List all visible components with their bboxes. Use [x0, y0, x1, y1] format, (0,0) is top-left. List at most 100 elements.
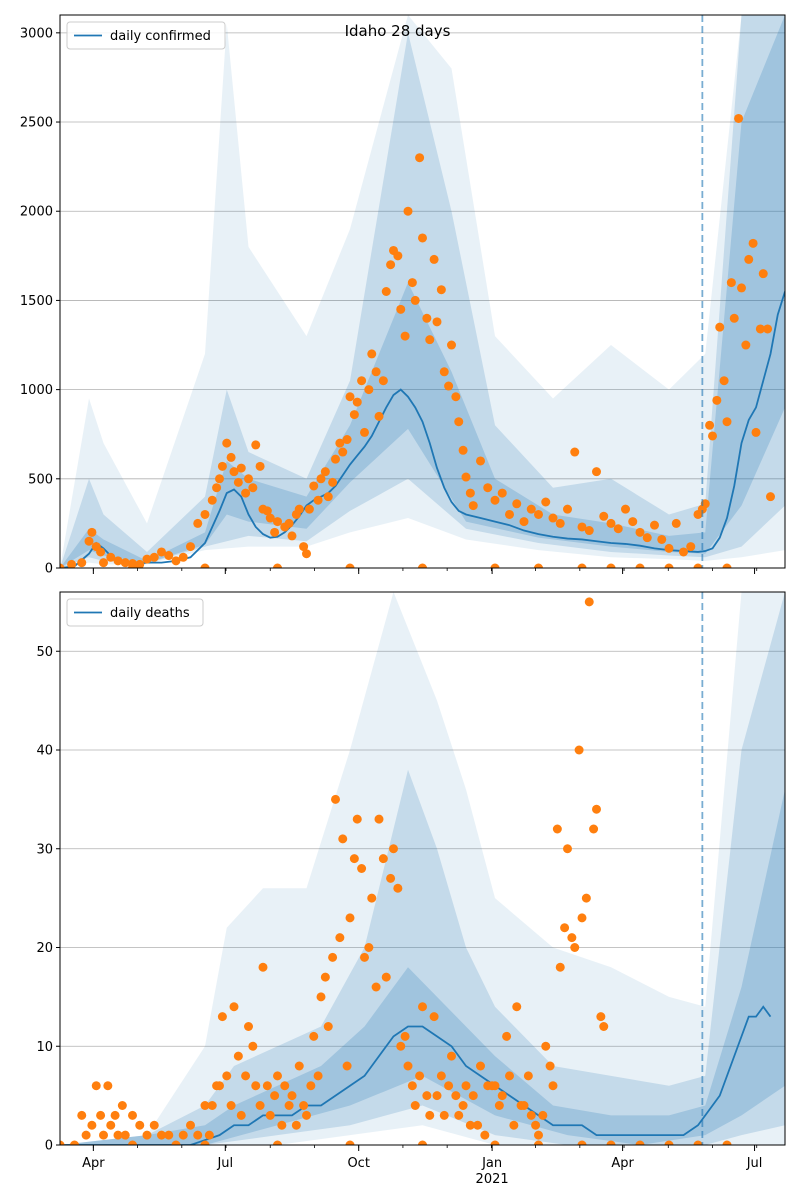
data-point — [548, 1081, 558, 1091]
data-point — [270, 1091, 280, 1101]
data-point — [67, 559, 77, 568]
data-point — [135, 1120, 145, 1130]
data-point — [302, 549, 311, 559]
data-point — [494, 1101, 504, 1110]
data-point — [222, 1071, 232, 1081]
data-point — [418, 563, 427, 568]
data-point — [320, 467, 330, 477]
data-point — [523, 1071, 533, 1081]
data-point — [447, 340, 456, 350]
data-point — [407, 278, 417, 288]
data-point — [251, 1081, 261, 1091]
uncertainty-band-1 — [60, 15, 785, 568]
data-point — [270, 527, 280, 537]
data-point — [393, 251, 403, 261]
data-point — [244, 474, 253, 484]
data-point — [302, 1110, 311, 1120]
data-point — [526, 1110, 536, 1120]
data-point — [555, 518, 565, 528]
data-point — [262, 1081, 272, 1091]
data-point — [287, 531, 297, 541]
data-point — [342, 435, 352, 445]
x-year-label: 2021 — [476, 1172, 509, 1187]
data-point — [415, 153, 425, 163]
data-point — [248, 1041, 258, 1051]
data-point — [734, 113, 744, 123]
data-point — [422, 313, 432, 323]
data-point — [226, 1101, 236, 1110]
data-point — [226, 452, 236, 462]
data-point — [200, 509, 210, 519]
data-point — [265, 513, 275, 523]
data-point — [570, 943, 580, 952]
data-point — [117, 1101, 127, 1110]
uncertainty-band-0 — [60, 15, 785, 568]
x-tick-label: Apr — [611, 1156, 634, 1171]
data-point — [671, 518, 681, 528]
data-point — [584, 526, 594, 536]
data-point — [729, 313, 739, 323]
data-point — [258, 962, 268, 972]
data-point — [422, 1091, 432, 1101]
data-point — [323, 492, 333, 502]
axes-frame — [59, 591, 786, 1146]
data-point — [299, 542, 309, 552]
data-point — [577, 522, 587, 532]
data-point — [323, 1022, 333, 1031]
data-point — [313, 1071, 323, 1081]
data-point — [538, 1110, 548, 1120]
data-point — [400, 331, 410, 341]
data-point — [360, 427, 369, 437]
data-point — [236, 1110, 246, 1120]
data-point — [444, 381, 454, 391]
data-point — [599, 1022, 609, 1031]
y-tick-label: 20 — [36, 941, 53, 956]
data-point — [425, 1110, 435, 1120]
legend-box — [66, 21, 226, 50]
confirmed-chart-panel: 0 500 1000 1500 2000 2500 3000 Idaho 28 days dai… — [20, 14, 786, 577]
data-point — [526, 504, 536, 514]
series-line — [60, 291, 785, 568]
data-point — [273, 563, 282, 568]
data-point — [349, 854, 359, 864]
data-point — [389, 844, 398, 854]
data-point — [567, 933, 577, 943]
data-point — [378, 854, 388, 864]
data-point — [77, 1110, 87, 1120]
data-point — [364, 385, 374, 395]
data-point — [338, 447, 348, 457]
data-point — [708, 431, 717, 441]
data-point — [461, 472, 471, 482]
data-point — [251, 440, 261, 450]
y-tick-label: 10 — [36, 1040, 53, 1055]
data-point — [766, 492, 775, 502]
data-point — [374, 814, 384, 824]
data-point — [574, 745, 584, 755]
data-point — [454, 417, 464, 427]
data-point — [541, 497, 551, 507]
data-point — [265, 1110, 275, 1120]
data-point — [349, 410, 359, 420]
data-point — [534, 1130, 543, 1140]
data-point — [342, 1061, 352, 1071]
data-point — [338, 834, 348, 844]
data-point — [461, 1081, 471, 1091]
data-point — [439, 1110, 449, 1120]
data-point — [357, 376, 367, 386]
data-point — [233, 477, 243, 487]
data-point — [381, 972, 391, 982]
y-tick-label: 500 — [28, 472, 53, 487]
data-point — [741, 340, 751, 350]
data-point — [352, 814, 362, 824]
data-point — [215, 1081, 224, 1091]
plot-area — [60, 15, 785, 568]
data-point — [635, 563, 645, 568]
data-point — [294, 504, 304, 514]
data-point — [592, 804, 601, 814]
data-point — [255, 461, 265, 471]
data-point — [229, 1002, 239, 1012]
data-point — [193, 518, 203, 528]
data-point — [596, 1012, 606, 1022]
data-point — [400, 1031, 410, 1041]
